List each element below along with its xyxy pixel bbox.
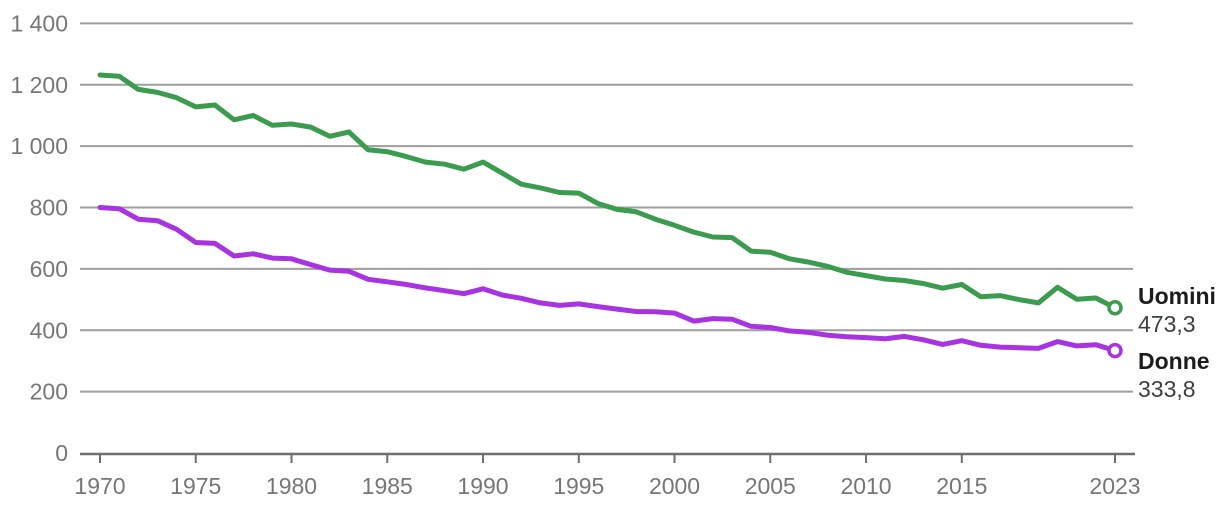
series-line-donne[interactable]: [97, 205, 1118, 354]
series-label-donne: Donne: [1138, 348, 1210, 374]
y-tick-label: 400: [30, 317, 68, 343]
y-tick-label: 1 200: [10, 72, 68, 98]
x-tick-label: 2010: [840, 473, 891, 499]
x-tick-label: 1970: [74, 473, 125, 499]
x-tick-label: 1990: [457, 473, 508, 499]
x-tick-label: 1975: [170, 473, 221, 499]
x-tick-label: 1985: [362, 473, 413, 499]
y-tick-label: 600: [30, 256, 68, 282]
y-tick-label: 200: [30, 379, 68, 405]
y-tick-label: 800: [30, 195, 68, 221]
x-tick-label: 1980: [266, 473, 317, 499]
x-axis-layer: [80, 452, 1135, 463]
series-end-marker-uomini[interactable]: [1107, 300, 1123, 316]
x-tick-label: 2005: [745, 473, 796, 499]
series-line-uomini[interactable]: [97, 72, 1118, 311]
x-tick-label: 2023: [1089, 473, 1140, 499]
gridlines-layer: [80, 22, 1133, 393]
series-layer: [97, 72, 1123, 359]
series-end-value-donne: 333,8: [1138, 376, 1196, 402]
y-tick-label: 0: [55, 440, 68, 466]
x-tick-label: 2000: [649, 473, 700, 499]
series-end-marker-donne[interactable]: [1107, 342, 1123, 359]
y-tick-label: 1 000: [10, 133, 68, 159]
series-label-uomini: Uomini: [1138, 283, 1216, 309]
x-tick-label: 2015: [936, 473, 987, 499]
series-end-value-uomini: 473,3: [1138, 311, 1196, 337]
axis-labels-layer: 0 200 400 600 800 1 000 1 200 1 400 1970 1975 1980…: [10, 10, 1140, 499]
y-tick-label: 1 400: [10, 10, 68, 36]
x-tick-label: 1995: [553, 473, 604, 499]
